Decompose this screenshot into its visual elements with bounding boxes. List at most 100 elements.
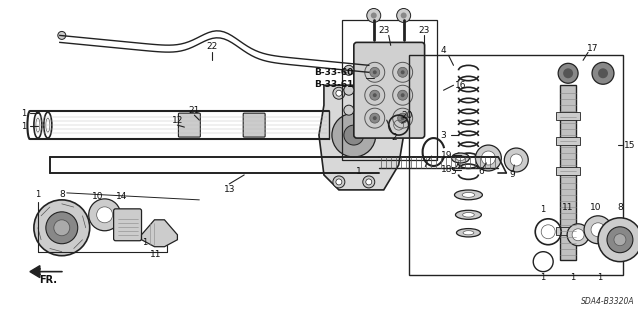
- Circle shape: [366, 179, 372, 185]
- Text: 23: 23: [378, 26, 389, 35]
- Circle shape: [336, 90, 342, 96]
- Circle shape: [598, 218, 640, 262]
- Circle shape: [58, 31, 66, 39]
- Circle shape: [363, 176, 375, 188]
- Ellipse shape: [463, 231, 474, 235]
- Text: 11: 11: [150, 250, 161, 259]
- Circle shape: [333, 87, 345, 99]
- Text: 13: 13: [223, 185, 235, 195]
- Circle shape: [397, 113, 408, 123]
- Text: 10: 10: [92, 192, 104, 201]
- Bar: [556, 112, 580, 120]
- FancyBboxPatch shape: [179, 113, 200, 137]
- Circle shape: [372, 93, 377, 97]
- Text: 5: 5: [451, 167, 456, 176]
- Text: SDA4-B3320A: SDA4-B3320A: [581, 297, 635, 306]
- Circle shape: [362, 77, 372, 87]
- Circle shape: [97, 207, 113, 223]
- Text: B-33-61: B-33-61: [314, 80, 353, 89]
- Circle shape: [510, 154, 522, 166]
- Text: 19: 19: [441, 150, 452, 159]
- Circle shape: [54, 220, 70, 236]
- Text: 1: 1: [541, 273, 546, 282]
- Circle shape: [370, 90, 380, 100]
- Circle shape: [363, 87, 375, 99]
- Circle shape: [336, 179, 342, 185]
- Text: FR.: FR.: [39, 275, 57, 284]
- Text: 12: 12: [172, 116, 183, 124]
- FancyBboxPatch shape: [354, 42, 424, 138]
- Circle shape: [393, 108, 413, 128]
- Ellipse shape: [454, 190, 483, 200]
- Text: 8: 8: [617, 203, 623, 212]
- Text: 17: 17: [588, 44, 599, 53]
- Text: 2: 2: [391, 132, 397, 141]
- Circle shape: [333, 176, 345, 188]
- Text: 23: 23: [418, 26, 429, 35]
- Text: 1: 1: [597, 273, 603, 282]
- Circle shape: [504, 148, 528, 172]
- Text: 21: 21: [189, 106, 200, 115]
- Circle shape: [344, 85, 354, 95]
- Ellipse shape: [456, 156, 465, 161]
- Circle shape: [614, 234, 626, 246]
- Text: 22: 22: [207, 42, 218, 51]
- Circle shape: [591, 223, 605, 237]
- Circle shape: [598, 68, 608, 78]
- Text: 18: 18: [441, 165, 452, 174]
- Circle shape: [372, 70, 377, 74]
- FancyBboxPatch shape: [243, 113, 265, 137]
- Ellipse shape: [456, 210, 481, 219]
- Circle shape: [401, 116, 404, 120]
- Circle shape: [362, 67, 372, 77]
- Circle shape: [558, 63, 578, 83]
- Text: 10: 10: [590, 203, 602, 212]
- Text: 6: 6: [479, 167, 484, 176]
- Circle shape: [365, 62, 385, 82]
- Ellipse shape: [462, 192, 475, 197]
- Circle shape: [89, 199, 120, 231]
- Circle shape: [371, 12, 377, 19]
- Ellipse shape: [456, 228, 481, 237]
- Text: 15: 15: [624, 140, 636, 149]
- Polygon shape: [141, 220, 177, 247]
- Circle shape: [401, 12, 406, 19]
- Text: 8: 8: [59, 190, 65, 199]
- Text: 11: 11: [563, 203, 574, 212]
- Circle shape: [567, 224, 589, 246]
- Text: 1: 1: [21, 122, 26, 131]
- Circle shape: [607, 227, 633, 253]
- Circle shape: [332, 113, 376, 157]
- Text: 1: 1: [356, 167, 362, 176]
- Bar: [560, 85, 576, 260]
- Ellipse shape: [463, 212, 474, 217]
- Circle shape: [393, 85, 413, 105]
- Circle shape: [372, 116, 377, 120]
- Bar: [342, 20, 436, 160]
- Circle shape: [393, 62, 413, 82]
- Bar: [556, 137, 580, 145]
- Text: 9: 9: [509, 171, 515, 180]
- Ellipse shape: [451, 153, 470, 163]
- Circle shape: [401, 93, 404, 97]
- Text: 14: 14: [116, 192, 127, 201]
- Circle shape: [397, 90, 408, 100]
- Text: 1: 1: [570, 273, 576, 282]
- Text: 20: 20: [401, 111, 412, 120]
- Text: 1: 1: [142, 238, 147, 247]
- Circle shape: [367, 9, 381, 22]
- Text: 4: 4: [441, 46, 446, 55]
- Circle shape: [481, 151, 495, 165]
- Circle shape: [344, 105, 354, 115]
- Circle shape: [401, 70, 404, 74]
- Circle shape: [584, 216, 612, 244]
- Text: 7: 7: [422, 161, 428, 170]
- Bar: [409, 55, 623, 275]
- FancyBboxPatch shape: [114, 209, 141, 241]
- Text: 16: 16: [455, 81, 466, 90]
- Circle shape: [592, 62, 614, 84]
- Circle shape: [476, 145, 501, 171]
- Circle shape: [370, 67, 380, 77]
- Text: 3: 3: [441, 131, 447, 140]
- Text: 1: 1: [21, 109, 26, 118]
